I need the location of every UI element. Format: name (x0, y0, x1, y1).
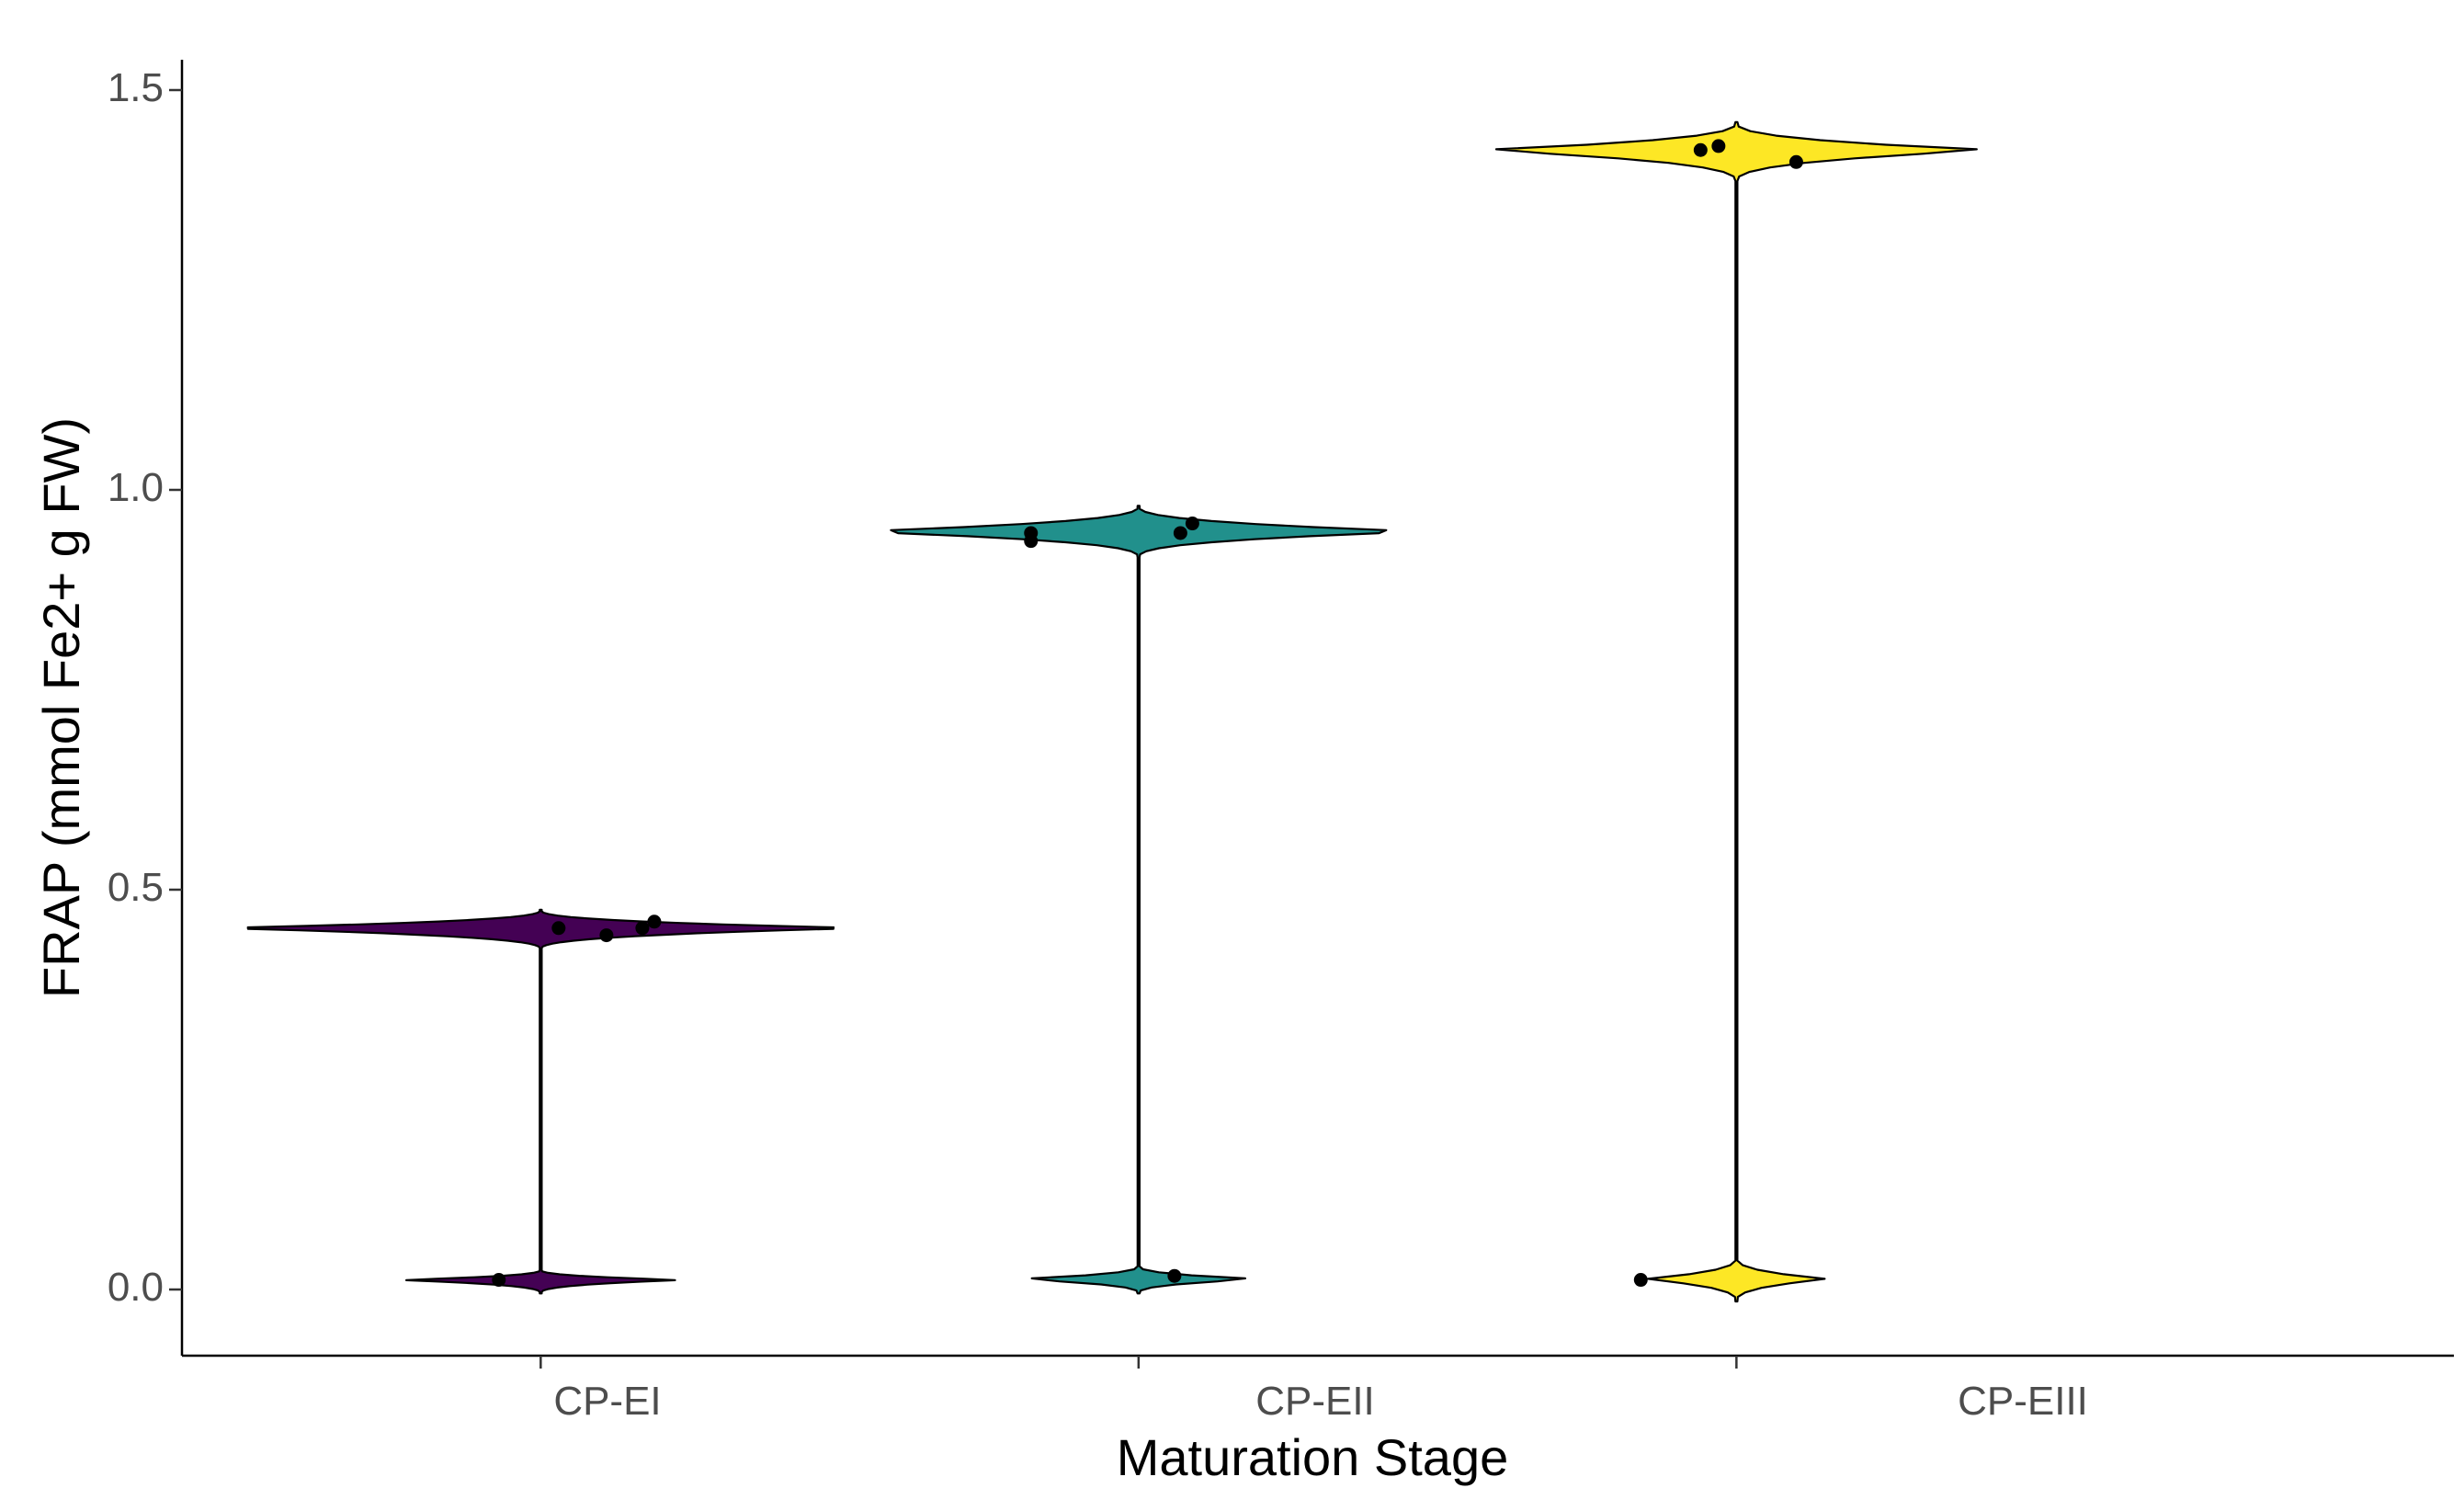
data-point-cp-ei-1 (551, 921, 566, 936)
data-point-cp-ei-3 (635, 921, 650, 936)
data-point-cp-eiii-2 (1711, 139, 1726, 153)
y-tick-layer (169, 88, 182, 1291)
y-tick-label-2: 1.0 (108, 465, 164, 510)
x-tick-label-0: CP-EI (553, 1379, 661, 1424)
y-tick-label-0: 0.0 (108, 1265, 164, 1310)
violin-cp-eii (890, 505, 1388, 1295)
data-point-cp-ei-0 (492, 1273, 506, 1288)
point-layer (492, 139, 1803, 1288)
data-point-cp-eiii-1 (1693, 142, 1708, 157)
y-tick-label-3: 1.5 (108, 65, 164, 110)
data-point-cp-eii-0 (1167, 1268, 1182, 1283)
x-axis-title: Maturation Stage (1117, 1428, 1508, 1486)
x-tick-label-1: CP-EII (1255, 1379, 1375, 1424)
data-point-cp-ei-4 (647, 915, 662, 929)
data-point-cp-eiii-0 (1633, 1273, 1648, 1288)
data-point-cp-eii-2 (1024, 534, 1039, 549)
violin-layer (246, 120, 1978, 1303)
y-tick-label-1: 0.5 (108, 865, 164, 910)
violin-cp-eiii (1494, 120, 1978, 1303)
data-point-cp-ei-2 (599, 928, 614, 943)
data-point-cp-eii-4 (1185, 517, 1199, 531)
data-point-cp-eiii-3 (1788, 154, 1803, 169)
y-axis-title: FRAP (mmol Fe2+ g FW) (32, 417, 90, 998)
x-tick-layer (539, 1356, 1738, 1369)
data-point-cp-eii-3 (1173, 526, 1187, 540)
x-tick-label-2: CP-EIII (1958, 1379, 2088, 1424)
violin-cp-ei (246, 908, 835, 1295)
